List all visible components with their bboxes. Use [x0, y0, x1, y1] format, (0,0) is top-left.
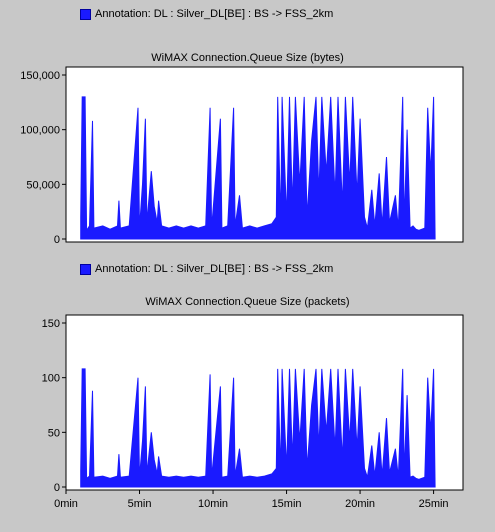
legend-bottom: Annotation: DL : Silver_DL[BE] : BS -> F… [80, 263, 333, 275]
y-tick-label-0-3: 150,000 [20, 70, 60, 82]
y-tick-label-1-2: 100 [42, 373, 60, 385]
x-tick-label-1: 5min [128, 498, 152, 510]
x-tick-label-4: 20min [345, 498, 375, 510]
series-area-0 [80, 96, 436, 240]
x-tick-label-3: 15min [272, 498, 302, 510]
y-tick-label-1-3: 150 [42, 318, 60, 330]
y-tick-label-0-1: 50,000 [26, 179, 60, 191]
y-tick-label-1-0: 0 [54, 482, 60, 494]
y-tick-label-1-1: 50 [48, 427, 60, 439]
chart-title-top: WiMAX Connection.Queue Size (bytes) [151, 52, 344, 64]
y-tick-label-0-2: 100,000 [20, 125, 60, 137]
legend-top: Annotation: DL : Silver_DL[BE] : BS -> F… [80, 8, 333, 20]
x-tick-label-2: 10min [198, 498, 228, 510]
legend-label-top: Annotation: DL : Silver_DL[BE] : BS -> F… [95, 8, 334, 20]
legend-label-bottom: Annotation: DL : Silver_DL[BE] : BS -> F… [95, 263, 334, 275]
y-tick-label-0-0: 0 [54, 234, 60, 246]
series-area-1 [80, 368, 436, 488]
legend-swatch-bottom [80, 263, 91, 275]
x-tick-label-5: 25min [419, 498, 449, 510]
legend-swatch-top [80, 8, 91, 20]
chart-title-bottom: WiMAX Connection.Queue Size (packets) [145, 296, 350, 308]
x-tick-label-0: 0min [54, 498, 78, 510]
